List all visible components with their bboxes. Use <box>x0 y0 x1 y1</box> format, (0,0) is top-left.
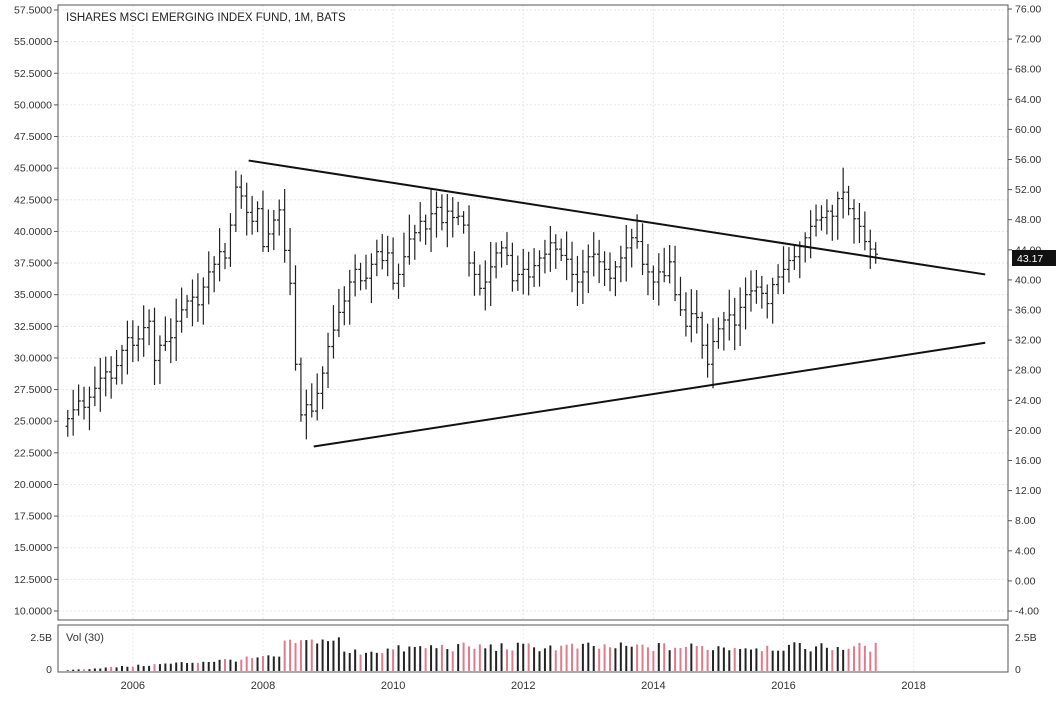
left-tick-label: 30.0000 <box>14 352 52 364</box>
grid <box>58 5 1008 672</box>
right-tick-label: 36.00 <box>1015 305 1041 317</box>
left-tick-label: 15.0000 <box>14 542 52 554</box>
left-tick-label: 42.5000 <box>14 194 52 206</box>
trendlines <box>248 159 986 448</box>
x-tick-label: 2016 <box>771 680 795 692</box>
left-tick-label: 10.0000 <box>14 606 52 618</box>
left-tick-label: 45.0000 <box>14 163 52 175</box>
volume-left-tick-label: 2.5B <box>30 632 52 644</box>
last-price-label: 43.17 <box>1017 253 1043 265</box>
left-tick-label: 20.0000 <box>14 479 52 491</box>
right-tick-label: 8.00 <box>1015 515 1036 527</box>
left-tick-label: 35.0000 <box>14 289 52 301</box>
left-tick-label: 57.5000 <box>14 5 52 17</box>
left-tick-label: 12.5000 <box>14 574 52 586</box>
x-tick-label: 2006 <box>121 680 145 692</box>
volume-left-tick-label: 0 <box>46 664 52 676</box>
volume-label: Vol (30) <box>66 632 104 644</box>
x-tick-label: 2012 <box>511 680 535 692</box>
price-pane-frame <box>57 4 1009 621</box>
axes: 10.000012.500015.000017.500020.000022.50… <box>14 4 1056 692</box>
x-tick-label: 2010 <box>381 680 405 692</box>
x-tick-label: 2014 <box>641 680 665 692</box>
volume-right-tick-label: 0 <box>1015 664 1021 676</box>
right-tick-label: 0.00 <box>1015 575 1036 587</box>
x-tick-label: 2008 <box>251 680 275 692</box>
right-tick-label: 56.00 <box>1015 154 1041 166</box>
right-tick-label: 4.00 <box>1015 545 1036 557</box>
left-tick-label: 17.5000 <box>14 511 52 523</box>
left-tick-label: 37.5000 <box>14 258 52 270</box>
right-tick-label: 64.00 <box>1015 94 1041 106</box>
right-tick-label: -4.00 <box>1015 606 1039 618</box>
right-tick-label: 12.00 <box>1015 485 1041 497</box>
last-price-tag <box>1012 249 1056 266</box>
left-tick-label: 50.0000 <box>14 99 52 111</box>
right-tick-label: 48.00 <box>1015 214 1041 226</box>
left-tick-label: 55.0000 <box>14 36 52 48</box>
right-tick-label: 72.00 <box>1015 34 1041 46</box>
left-tick-label: 25.0000 <box>14 416 52 428</box>
volume-right-tick-label: 2.5B <box>1015 632 1037 644</box>
right-tick-label: 32.00 <box>1015 335 1041 347</box>
right-tick-label: 20.00 <box>1015 425 1041 437</box>
volume-pane-frame <box>57 624 1009 673</box>
left-tick-label: 27.5000 <box>14 384 52 396</box>
volume-bars <box>66 637 877 671</box>
left-tick-label: 40.0000 <box>14 226 52 238</box>
right-tick-label: 52.00 <box>1015 184 1041 196</box>
right-tick-label: 28.00 <box>1015 365 1041 377</box>
right-tick-label: 24.00 <box>1015 395 1041 407</box>
left-tick-label: 22.5000 <box>14 447 52 459</box>
resistance-trendline <box>248 159 986 276</box>
x-tick-label: 2018 <box>901 680 925 692</box>
right-tick-label: 60.00 <box>1015 124 1041 136</box>
left-tick-label: 32.5000 <box>14 321 52 333</box>
right-tick-label: 76.00 <box>1015 4 1041 16</box>
left-tick-label: 52.5000 <box>14 68 52 80</box>
right-tick-label: 40.00 <box>1015 274 1041 286</box>
chart-title: ISHARES MSCI EMERGING INDEX FUND, 1M, BA… <box>66 12 346 24</box>
support-trendline <box>313 341 986 448</box>
left-tick-label: 47.5000 <box>14 131 52 143</box>
right-tick-label: 16.00 <box>1015 455 1041 467</box>
right-tick-label: 68.00 <box>1015 64 1041 76</box>
